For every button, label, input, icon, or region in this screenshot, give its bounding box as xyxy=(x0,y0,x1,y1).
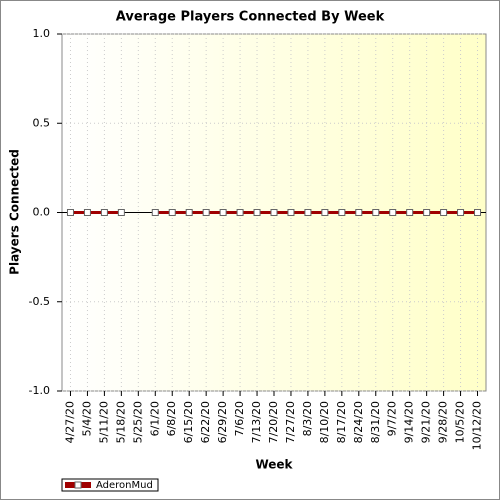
x-tick-label: 8/17/20 xyxy=(335,401,348,443)
x-tick-label: 8/31/20 xyxy=(369,401,382,443)
x-tick-label: 6/29/20 xyxy=(216,401,229,443)
x-tick-label: 8/24/20 xyxy=(352,401,365,443)
point-marker xyxy=(355,209,363,216)
point-marker xyxy=(117,209,125,216)
x-tick-label: 7/20/20 xyxy=(267,401,280,443)
y-axis-title: Players Connected xyxy=(8,149,22,275)
x-tick-label: 6/22/20 xyxy=(199,401,212,443)
x-tick-label: 7/13/20 xyxy=(250,401,263,443)
point-marker xyxy=(287,209,295,216)
point-marker xyxy=(236,209,244,216)
point-marker xyxy=(100,209,108,216)
point-marker xyxy=(168,209,176,216)
x-tick-label: 9/7/20 xyxy=(386,401,399,436)
x-tick-label: 5/11/20 xyxy=(97,401,110,443)
x-tick-label: 7/6/20 xyxy=(233,401,246,436)
y-tick-label: -0.5 xyxy=(29,295,50,308)
x-tick-label: 10/5/20 xyxy=(454,401,467,443)
point-marker xyxy=(423,209,431,216)
x-tick-label: 8/10/20 xyxy=(318,401,331,443)
point-marker xyxy=(304,209,312,216)
chart-title: Average Players Connected By Week xyxy=(116,10,385,25)
x-tick-label: 9/14/20 xyxy=(403,401,416,443)
point-marker xyxy=(338,209,346,216)
x-tick-label: 7/27/20 xyxy=(284,401,297,443)
x-tick-label: 4/27/20 xyxy=(63,401,76,443)
x-tick-label: 5/25/20 xyxy=(131,401,144,443)
x-tick-label: 5/4/20 xyxy=(80,401,93,436)
x-tick-label: 6/15/20 xyxy=(182,401,195,443)
point-marker xyxy=(253,209,261,216)
y-tick-label: -1.0 xyxy=(29,384,50,397)
x-tick-label: 9/21/20 xyxy=(420,401,433,443)
point-marker xyxy=(389,209,397,216)
y-tick-label: 1.0 xyxy=(33,27,51,40)
x-tick-label: 9/28/20 xyxy=(437,401,450,443)
point-marker xyxy=(372,209,380,216)
point-marker xyxy=(457,209,465,216)
point-marker xyxy=(219,209,227,216)
point-marker xyxy=(66,209,74,216)
point-marker xyxy=(321,209,329,216)
x-tick-label: 8/3/20 xyxy=(301,401,314,436)
point-marker xyxy=(270,209,278,216)
y-tick-label: 0.0 xyxy=(33,206,51,219)
x-tick-label: 10/12/20 xyxy=(471,401,484,450)
legend-marker xyxy=(74,481,82,489)
point-marker xyxy=(440,209,448,216)
point-marker xyxy=(202,209,210,216)
point-marker xyxy=(185,209,193,216)
point-marker xyxy=(83,209,91,216)
x-tick-label: 6/1/20 xyxy=(148,401,161,436)
point-marker xyxy=(151,209,159,216)
x-tick-label: 5/18/20 xyxy=(114,401,127,443)
point-marker xyxy=(474,209,482,216)
y-tick-label: 0.5 xyxy=(33,116,51,129)
x-tick-label: 6/8/20 xyxy=(165,401,178,436)
x-axis-title: Week xyxy=(255,458,293,472)
point-marker xyxy=(406,209,414,216)
legend-label: AderonMud xyxy=(96,480,153,491)
